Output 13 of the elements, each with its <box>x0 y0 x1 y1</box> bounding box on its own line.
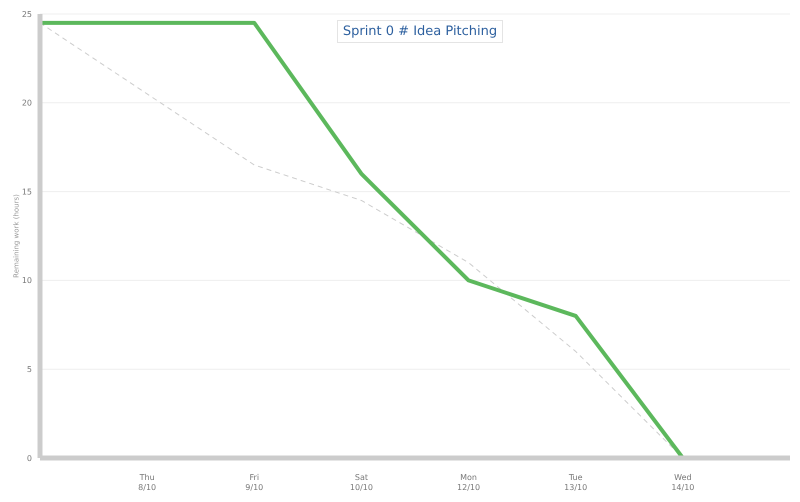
x-tick-label: Sat 10/10 <box>350 473 373 492</box>
y-tick-label: 5 <box>26 365 32 374</box>
y-tick-label: 15 <box>22 187 32 196</box>
y-tick-label: 25 <box>22 10 32 19</box>
x-tick-label: Fri 9/10 <box>245 473 264 492</box>
x-tick-label: Tue 13/10 <box>564 473 588 492</box>
y-tick-label: 0 <box>26 454 32 463</box>
text: Sprint 0 # Idea Pitching <box>336 20 504 43</box>
y-tick-label: 10 <box>22 276 32 286</box>
y-tick-label: 20 <box>22 98 32 108</box>
x-tick-label: Thu 8/10 <box>138 473 156 492</box>
x-tick-label: Wed 14/10 <box>671 473 694 492</box>
x-tick-label: Mon 12/10 <box>457 473 480 492</box>
